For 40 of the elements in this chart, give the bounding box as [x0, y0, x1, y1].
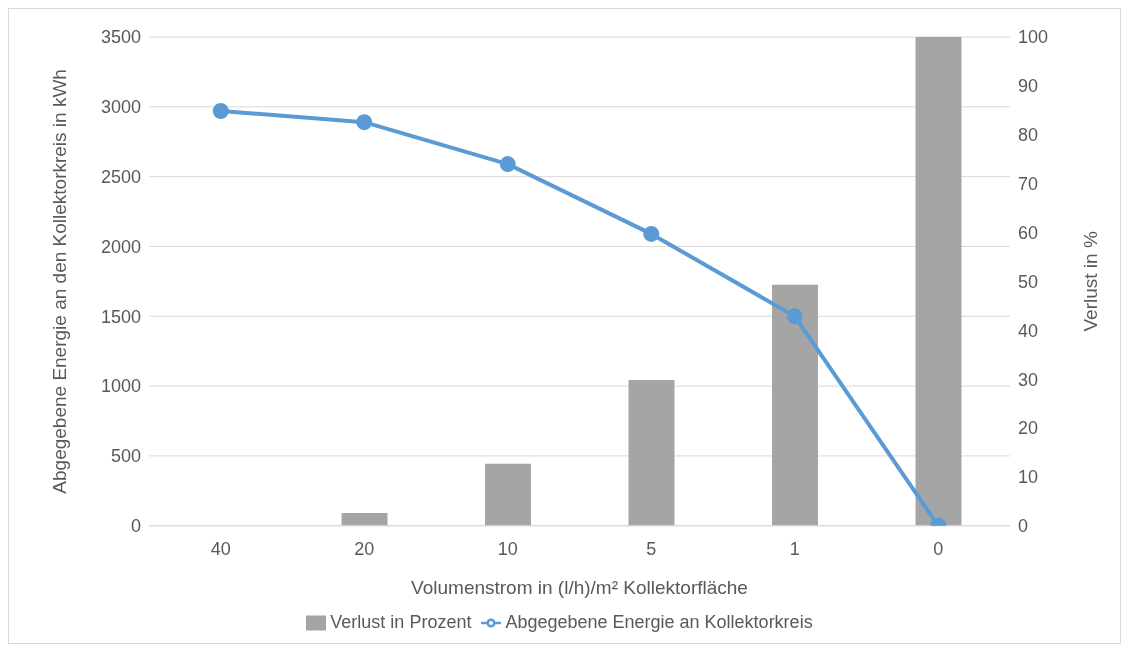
y2-tick-label: 80: [1018, 125, 1039, 146]
x-tick-label: 0: [933, 538, 944, 559]
y2-tick-label: 50: [1018, 271, 1039, 292]
x-tick-label: 40: [210, 538, 231, 559]
x-tick-label: 1: [789, 538, 800, 559]
y2-tick-label: 20: [1018, 418, 1039, 439]
y2-axis-title: Verlust in %: [1079, 231, 1101, 332]
x-tick-label: 5: [646, 538, 657, 559]
x-axis-title: Volumenstrom in (l/h)/m² Kollektorfläche: [411, 576, 748, 598]
y-tick-label: 500: [110, 446, 141, 467]
y-tick-label: 3000: [100, 97, 141, 118]
y-tick-label: 1500: [100, 306, 141, 327]
bar: [628, 380, 675, 526]
bar: [772, 284, 818, 526]
y2-tick-label: 40: [1018, 320, 1039, 341]
y-tick-label: 1000: [100, 376, 141, 397]
bar: [915, 37, 962, 526]
y-tick-label: 2000: [100, 236, 141, 257]
y2-tick-label: 100: [1018, 27, 1049, 48]
y2-tick-label: 10: [1018, 467, 1039, 488]
y-tick-label: 3500: [100, 27, 141, 48]
point: [212, 103, 229, 120]
point: [499, 156, 516, 173]
y-tick-label: 2500: [100, 167, 141, 188]
y2-tick-label: 30: [1018, 369, 1039, 390]
x-tick-label: 10: [497, 538, 518, 559]
bar: [485, 463, 531, 526]
y2-tick-label: 90: [1018, 76, 1039, 97]
y2-tick-label: 0: [1018, 516, 1029, 537]
x-tick-label: 20: [354, 538, 375, 559]
point: [356, 114, 373, 131]
bar: [341, 513, 388, 526]
point: [786, 308, 803, 325]
legend-label: Verlust in Prozent: [330, 611, 472, 632]
y-tick-label: 0: [130, 516, 141, 537]
y2-tick-label: 60: [1018, 222, 1039, 243]
point: [643, 225, 660, 242]
y-axis-title: Abgegebene Energie an den Kollektorkreis in kWh: [48, 69, 70, 494]
legend-label: Abgegebene Energie an Kollektorkreis: [505, 611, 813, 632]
y2-tick-label: 70: [1018, 174, 1039, 195]
